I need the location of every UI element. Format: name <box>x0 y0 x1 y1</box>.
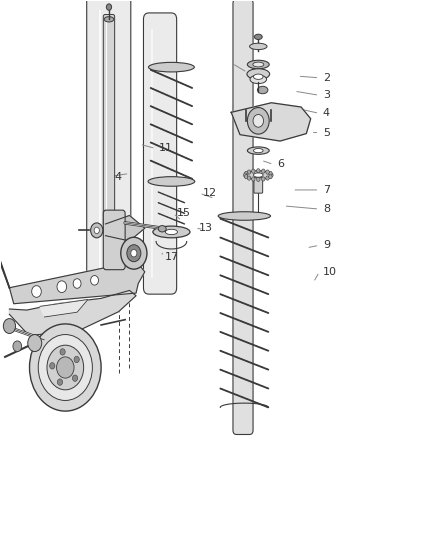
Circle shape <box>251 169 255 173</box>
Circle shape <box>244 173 247 177</box>
Ellipse shape <box>165 229 177 235</box>
Circle shape <box>253 115 264 127</box>
Ellipse shape <box>254 74 263 79</box>
Polygon shape <box>10 290 136 336</box>
Circle shape <box>13 341 21 352</box>
Text: 2: 2 <box>323 73 330 83</box>
FancyBboxPatch shape <box>144 13 177 294</box>
Text: 10: 10 <box>323 267 337 277</box>
Ellipse shape <box>247 69 270 79</box>
Text: 9: 9 <box>323 240 330 250</box>
Text: 7: 7 <box>323 185 330 195</box>
Ellipse shape <box>247 60 269 69</box>
Text: 6: 6 <box>277 159 284 169</box>
Circle shape <box>261 169 265 173</box>
Circle shape <box>268 171 272 175</box>
FancyBboxPatch shape <box>87 0 131 295</box>
Text: 13: 13 <box>198 223 212 233</box>
Circle shape <box>91 223 103 238</box>
Text: 4: 4 <box>323 108 330 118</box>
Circle shape <box>261 177 265 181</box>
Ellipse shape <box>247 147 269 155</box>
Circle shape <box>94 227 99 233</box>
Ellipse shape <box>148 62 194 72</box>
Circle shape <box>73 279 81 288</box>
Text: 17: 17 <box>165 252 179 262</box>
Circle shape <box>32 286 41 297</box>
FancyBboxPatch shape <box>233 0 253 434</box>
FancyBboxPatch shape <box>254 177 263 193</box>
Circle shape <box>244 171 248 175</box>
Ellipse shape <box>254 149 263 153</box>
Polygon shape <box>10 261 145 304</box>
Ellipse shape <box>153 226 190 238</box>
Circle shape <box>72 375 78 382</box>
Ellipse shape <box>254 34 262 39</box>
Circle shape <box>247 108 269 134</box>
FancyBboxPatch shape <box>103 14 115 226</box>
Circle shape <box>60 349 65 355</box>
Text: 12: 12 <box>203 188 217 198</box>
Ellipse shape <box>254 173 263 177</box>
Polygon shape <box>40 300 88 317</box>
Circle shape <box>29 324 101 411</box>
Circle shape <box>244 175 248 179</box>
Text: 15: 15 <box>177 208 191 219</box>
Circle shape <box>4 319 15 334</box>
Ellipse shape <box>158 225 166 232</box>
FancyBboxPatch shape <box>103 210 125 270</box>
Circle shape <box>127 245 141 262</box>
Ellipse shape <box>104 17 114 22</box>
Ellipse shape <box>253 62 264 67</box>
Circle shape <box>38 335 92 400</box>
Circle shape <box>247 170 251 174</box>
Ellipse shape <box>258 86 268 94</box>
Circle shape <box>91 276 99 285</box>
Circle shape <box>49 362 55 369</box>
Ellipse shape <box>246 171 271 179</box>
Circle shape <box>106 4 112 10</box>
Text: 1: 1 <box>251 68 258 77</box>
Circle shape <box>74 357 79 363</box>
Ellipse shape <box>250 43 267 50</box>
Text: 11: 11 <box>159 143 173 154</box>
Circle shape <box>266 170 269 174</box>
Circle shape <box>266 176 269 180</box>
Ellipse shape <box>218 212 271 220</box>
Polygon shape <box>106 215 145 241</box>
Circle shape <box>251 177 255 181</box>
Ellipse shape <box>250 75 267 84</box>
Circle shape <box>47 345 84 390</box>
Circle shape <box>268 175 272 179</box>
Circle shape <box>57 281 67 293</box>
Text: 5: 5 <box>323 127 330 138</box>
Circle shape <box>270 173 273 177</box>
Circle shape <box>257 177 260 181</box>
Text: 14: 14 <box>109 172 123 182</box>
Circle shape <box>131 249 137 257</box>
Text: 3: 3 <box>323 90 330 100</box>
Circle shape <box>57 357 74 378</box>
Circle shape <box>28 335 42 352</box>
Circle shape <box>121 237 147 269</box>
Circle shape <box>257 168 260 173</box>
Text: 16: 16 <box>95 227 109 237</box>
Text: 8: 8 <box>323 204 330 214</box>
Ellipse shape <box>148 176 195 186</box>
Polygon shape <box>231 103 311 141</box>
Circle shape <box>247 176 251 180</box>
Circle shape <box>57 379 63 385</box>
